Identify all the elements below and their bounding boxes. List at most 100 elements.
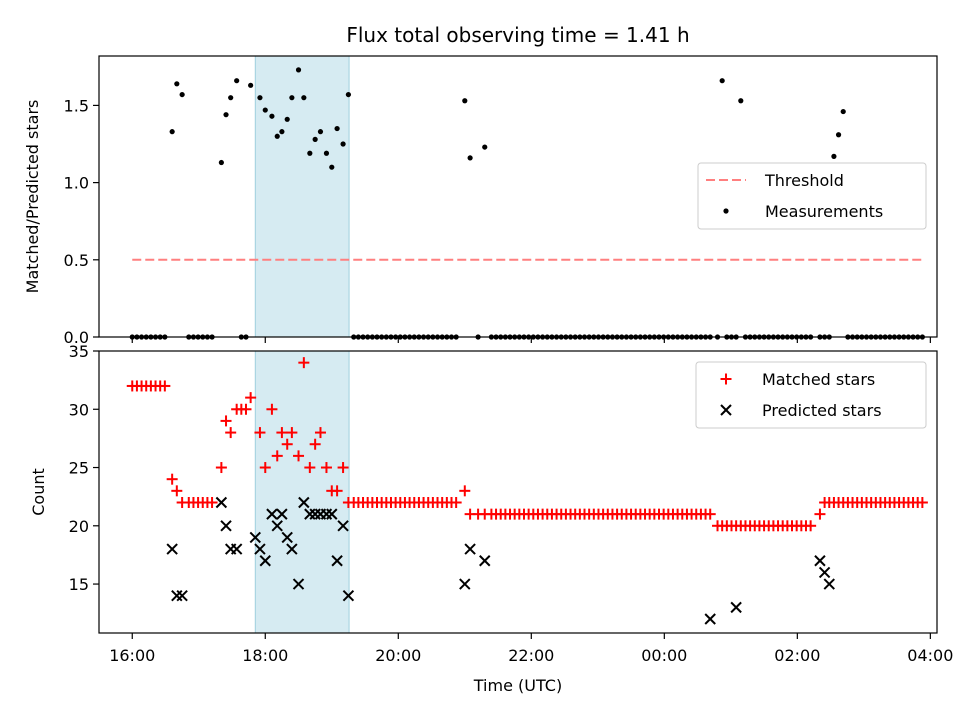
predicted-star-point <box>254 543 266 555</box>
measurement-point <box>312 136 318 142</box>
bottom-ytick-label: 20 <box>69 517 89 536</box>
bottom-legend-box <box>695 361 927 429</box>
predicted-star-point-b <box>818 566 831 579</box>
bottom-ytick-label: 15 <box>69 575 89 594</box>
top-highlight-span <box>254 55 350 338</box>
predicted-star-point-b <box>342 590 355 602</box>
legend-threshold-label: Threshold <box>764 171 844 190</box>
top-ytick-label: 1.5 <box>64 96 89 115</box>
predicted-star-point <box>271 520 283 532</box>
measurement-point <box>738 98 744 104</box>
measurement-point <box>301 95 307 101</box>
predicted-star-point-b <box>266 508 278 520</box>
measurement-point <box>262 107 268 113</box>
chart-title: Flux total observing time = 1.41 h <box>346 23 689 47</box>
ratio-panel: 0.0 0.5 1.0 1.5 Flux total observing time =… <box>23 23 938 347</box>
predicted-star-point-b <box>230 543 243 555</box>
matched-star-point <box>916 496 928 508</box>
predicted-star-point-b <box>326 508 338 520</box>
predicted-star-point-b <box>730 601 742 614</box>
bottom-ytick-label: 35 <box>69 342 89 361</box>
bottom-ytick-label: 30 <box>69 400 89 419</box>
predicted-star-point-b <box>823 578 835 590</box>
predicted-star-point <box>823 578 835 590</box>
measurement-point <box>323 150 330 156</box>
matched-star-point <box>704 508 716 520</box>
top-ytick-label: 1.0 <box>64 174 89 193</box>
predicted-star-point <box>286 543 298 555</box>
measurement-point <box>218 159 224 166</box>
measurement-point <box>257 95 263 101</box>
measurement-point <box>462 98 468 104</box>
measurement-point <box>179 91 185 98</box>
matched-star-point <box>450 496 462 508</box>
predicted-star-point <box>704 613 716 625</box>
matched-star-point <box>293 450 305 462</box>
matched-star-point <box>159 380 171 392</box>
predicted-star-point <box>459 578 471 590</box>
predicted-star-point-b <box>286 543 298 555</box>
legend-matched-swatch <box>720 373 732 385</box>
x-axis-label: Time (UTC) <box>473 676 562 695</box>
legend-predicted-label: Predicted stars <box>762 401 882 420</box>
predicted-star-point <box>326 508 338 520</box>
matched-star-point <box>220 415 232 427</box>
predicted-star-point <box>259 555 271 567</box>
xtick-label: 04:00 <box>907 646 953 665</box>
xtick-label: 22:00 <box>508 646 554 665</box>
xtick-label: 16:00 <box>109 646 155 665</box>
bottom-ytick-label: 25 <box>69 459 89 478</box>
predicted-star-point <box>266 508 278 520</box>
top-y-axis-label: Matched/Predicted stars <box>23 100 42 294</box>
predicted-star-point <box>464 543 476 555</box>
matched-star-point <box>298 357 310 369</box>
measurement-point <box>340 141 346 147</box>
predicted-star-point-b <box>166 543 178 555</box>
bottom-legend: Matched stars Predicted stars <box>695 361 927 429</box>
measurement-point <box>228 95 234 101</box>
predicted-star-point-b <box>259 555 271 567</box>
measurement-point <box>719 78 725 84</box>
predicted-star-point-b <box>220 520 232 532</box>
legend-x-marker <box>720 404 732 416</box>
predicted-star-point <box>281 531 293 544</box>
predicted-star-point <box>818 566 831 579</box>
predicted-star-point <box>230 543 243 555</box>
measurement-point <box>174 81 180 87</box>
legend-measurements-label: Measurements <box>765 202 883 221</box>
matched-star-point <box>271 450 283 462</box>
measurement-point <box>234 78 240 84</box>
measurement-point <box>840 108 846 115</box>
measurement-point <box>307 150 313 156</box>
count-panel: 15 20 25 30 35 16:00 18:00 20:00 22:00 00:00 02:0… <box>29 342 953 695</box>
predicted-star-point <box>292 578 305 590</box>
matched-star-point <box>259 462 271 474</box>
predicted-star-point-b <box>176 590 188 602</box>
matched-star-point <box>805 520 817 532</box>
matched-star-point <box>225 427 237 439</box>
matched-star-point <box>254 427 266 439</box>
measurement-point <box>482 144 488 150</box>
legend-predicted-swatch <box>720 404 732 416</box>
top-axes-frame <box>98 55 938 338</box>
predicted-star-points <box>166 496 835 625</box>
matched-star-points <box>126 357 928 532</box>
predicted-star-point <box>814 555 826 567</box>
matched-star-point <box>331 485 343 497</box>
matched-star-point <box>309 438 321 450</box>
xtick-label: 00:00 <box>641 646 687 665</box>
predicted-star-point <box>331 555 343 567</box>
measurement-point <box>317 129 324 135</box>
measurement-point <box>329 164 335 170</box>
predicted-star-point <box>276 508 288 520</box>
bottom-axes-frame <box>98 350 938 634</box>
measurement-point <box>269 113 275 119</box>
predicted-star-point-b <box>704 613 716 625</box>
matched-star-point <box>281 438 293 450</box>
measurement-point <box>289 95 295 101</box>
predicted-star-point <box>176 590 188 602</box>
top-x-axis-ticks <box>131 337 931 343</box>
measurement-point <box>169 129 175 135</box>
